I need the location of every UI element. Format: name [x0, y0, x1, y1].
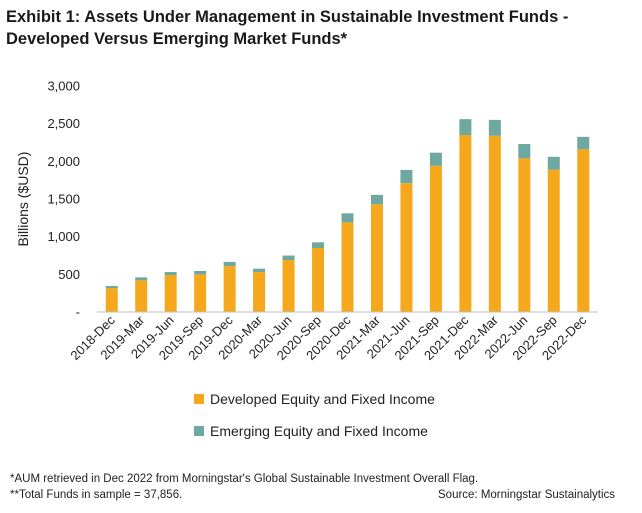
- footnote-total-funds: **Total Funds in sample = 37,856.: [10, 489, 183, 501]
- bar-developed: [194, 274, 207, 312]
- y-axis-title: Billions ($USD): [15, 152, 31, 247]
- y-tick-label: -: [76, 305, 80, 320]
- bar-developed: [312, 247, 325, 312]
- bar-developed: [253, 272, 266, 312]
- legend-swatch: [194, 394, 204, 404]
- bar-emerging: [105, 286, 118, 289]
- y-axis: - 500 1,000 1,500 2,000 2,500 3,000 Billions ($…: [15, 79, 80, 320]
- y-tick-label: 500: [58, 267, 80, 282]
- bar-emerging: [164, 272, 177, 276]
- y-tick-label: 2,000: [47, 154, 80, 169]
- source-note: Source: Morningstar Sustainalytics: [438, 489, 616, 501]
- bar-developed: [577, 149, 590, 312]
- bar-developed: [223, 266, 236, 312]
- bar-emerging: [253, 268, 266, 273]
- bar-emerging: [223, 261, 236, 267]
- bar-developed: [164, 275, 177, 312]
- bar-developed: [341, 222, 354, 312]
- bar-developed: [400, 183, 413, 312]
- bar-developed: [547, 169, 560, 312]
- chart-title-line-1: Exhibit 1: Assets Under Management in Su…: [6, 8, 569, 26]
- bar-developed: [370, 204, 383, 312]
- bar-emerging: [312, 242, 325, 248]
- bar-developed: [135, 280, 148, 312]
- y-tick-label: 1,500: [47, 192, 80, 207]
- bar-emerging: [370, 194, 383, 205]
- bar-emerging: [459, 119, 472, 135]
- bar-emerging: [400, 170, 413, 184]
- chart-title-line-2: Developed Versus Emerging Market Funds*: [6, 30, 348, 48]
- bars: [105, 119, 590, 312]
- legend-label: Developed Equity and Fixed Income: [210, 391, 435, 407]
- bar-emerging: [429, 152, 442, 166]
- bar-emerging: [488, 119, 501, 136]
- bar-developed: [459, 134, 472, 312]
- bar-developed: [429, 165, 442, 312]
- y-tick-label: 3,000: [47, 79, 80, 94]
- y-tick-label: 2,500: [47, 116, 80, 131]
- bar-emerging: [282, 255, 295, 261]
- bar-developed: [518, 158, 531, 312]
- bar-developed: [105, 288, 118, 312]
- x-axis: 2018-Dec2019-Mar2019-Jun2019-Sep2019-Dec…: [67, 311, 598, 363]
- bar-emerging: [518, 144, 531, 159]
- bar-developed: [488, 135, 501, 312]
- bar-emerging: [577, 136, 590, 150]
- legend-label: Emerging Equity and Fixed Income: [210, 423, 428, 439]
- chart-title: Exhibit 1: Assets Under Management in Su…: [6, 6, 636, 50]
- legend: Developed Equity and Fixed Income Emergin…: [194, 391, 435, 439]
- bar-emerging: [341, 213, 354, 223]
- legend-swatch: [194, 426, 204, 436]
- y-tick-label: 1,000: [47, 229, 80, 244]
- bar-emerging: [194, 270, 207, 275]
- footnote-aum: *AUM retrieved in Dec 2022 from Mornings…: [10, 473, 479, 485]
- bar-emerging: [547, 156, 560, 170]
- bar-developed: [282, 260, 295, 312]
- bar-emerging: [135, 277, 148, 281]
